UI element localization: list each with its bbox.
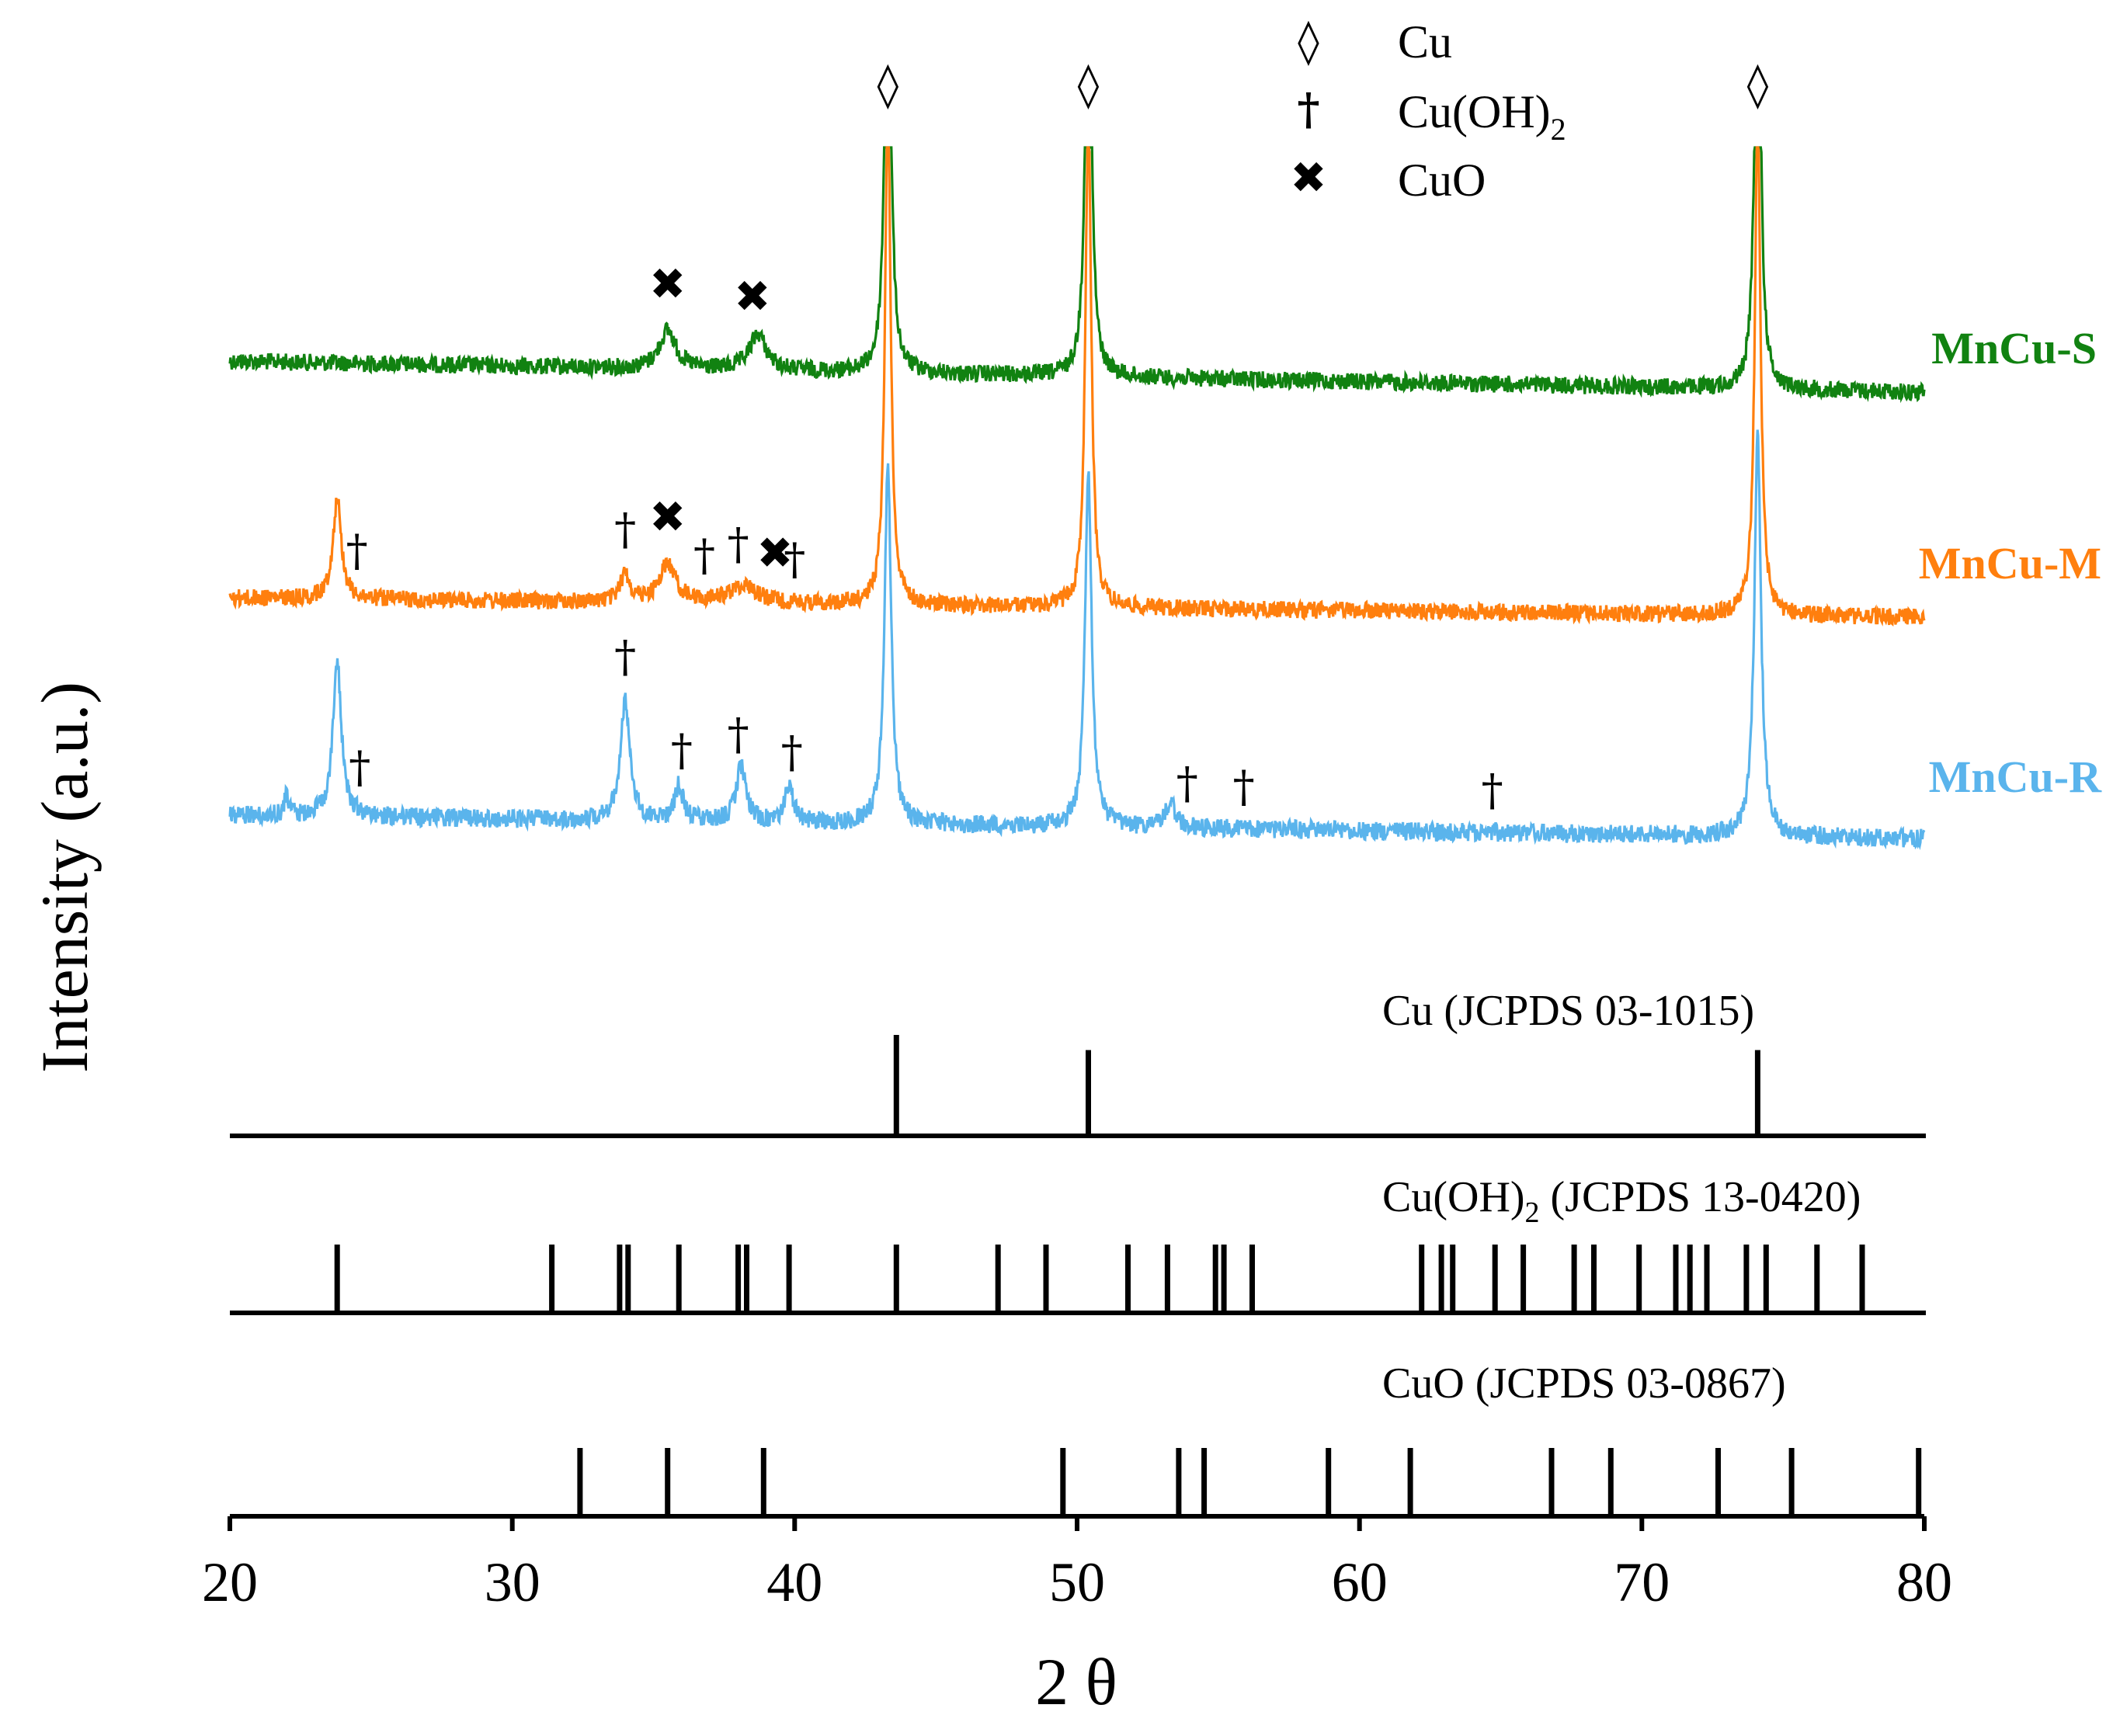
- reference-label-cuoh2-post: (JCPDS 13-0420): [1540, 1173, 1861, 1221]
- x-tick-label-40: 40: [766, 1551, 822, 1613]
- reference-cuoh2: Cu(OH)2 (JCPDS 13-0420): [230, 1173, 1926, 1315]
- label-mncu-m: MnCu-M: [1919, 538, 2101, 589]
- legend-symbol-cu: ◊: [1298, 16, 1319, 67]
- reference-label-cu: Cu (JCPDS 03-1015): [1382, 987, 1754, 1035]
- peak-marker-mncu-r-6: †: [1233, 762, 1255, 812]
- label-mncu-r: MnCu-R: [1929, 752, 2102, 802]
- x-ticks: 20 30 40 50 60 70 80: [202, 1516, 1952, 1613]
- reference-lines-cu: [893, 1035, 1760, 1136]
- legend-label-cu: Cu: [1398, 16, 1452, 68]
- peak-marker-mncu-m-5: ✖: [756, 529, 793, 579]
- peak-marker-mncu-m-4: †: [728, 519, 749, 570]
- peak-marker-mncu-m-3: †: [693, 531, 715, 582]
- reference-lines-cuoh2: [334, 1245, 1865, 1313]
- x-tick-label-50: 50: [1049, 1551, 1105, 1613]
- trace-mncu-r: [228, 429, 1926, 851]
- legend-label-cuoh2-main: Cu(OH): [1398, 86, 1551, 137]
- legend-symbol-cuo: ✖: [1291, 153, 1327, 203]
- peak-marker-mncu-m-6: †: [784, 535, 805, 585]
- peak-marker-mncu-m-1: †: [614, 505, 636, 555]
- legend-symbol-cuoh2: †: [1297, 84, 1319, 135]
- legend-entry-cu: ◊ Cu: [1298, 16, 1452, 68]
- peak-marker-mncu-m-2: ✖: [649, 492, 686, 543]
- reference-label-cuoh2-sub: 2: [1525, 1196, 1540, 1229]
- x-tick-label-70: 70: [1614, 1551, 1670, 1613]
- legend: ◊ Cu † Cu(OH)2 ✖ CuO: [1291, 16, 1566, 206]
- peak-marker-mncu-s-1: ✖: [734, 272, 770, 322]
- legend-entry-cuo: ✖ CuO: [1291, 153, 1486, 206]
- sample-traces: [228, 146, 1926, 851]
- legend-label-cuo: CuO: [1398, 155, 1486, 206]
- peak-marker-mncu-r-7: †: [1482, 766, 1503, 816]
- cu-peak-markers: ◊ ◊ ◊: [877, 60, 1768, 110]
- peak-marker-mncu-r-3: †: [728, 710, 749, 760]
- y-axis-title: Intensity (a.u.): [27, 682, 102, 1073]
- reference-label-cuoh2-pre: Cu(OH): [1382, 1173, 1525, 1221]
- peak-marker-mncu-r-1: †: [614, 632, 636, 682]
- peak-marker-mncu-r-2: †: [671, 726, 693, 776]
- reference-label-cuoh2: Cu(OH)2 (JCPDS 13-0420): [1382, 1173, 1861, 1229]
- peak-marker-mncu-r-5: †: [1176, 759, 1198, 809]
- reference-cuo: CuO (JCPDS 03-0867): [577, 1359, 1922, 1516]
- x-axis-title: 2 θ: [1035, 1644, 1117, 1719]
- reference-cu: Cu (JCPDS 03-1015): [230, 987, 1926, 1138]
- legend-label-cuoh2: Cu(OH)2: [1398, 86, 1566, 147]
- trace-mncu-s: [228, 146, 1926, 404]
- peak-marker-mncu-r-0: †: [349, 742, 370, 793]
- reference-lines-cuo: [577, 1448, 1922, 1516]
- legend-label-cuoh2-sub: 2: [1551, 112, 1566, 147]
- reference-label-cuo: CuO (JCPDS 03-0867): [1382, 1359, 1786, 1408]
- cu-peak-marker-1: ◊: [1078, 60, 1100, 110]
- x-tick-label-20: 20: [202, 1551, 258, 1613]
- cu-peak-marker-2: ◊: [1747, 60, 1769, 110]
- x-axis: 20 30 40 50 60 70 80 2 θ: [202, 1514, 1952, 1719]
- trace-markers: ✖ ✖† † ✖† † ✖†††† † †† † †: [346, 259, 1503, 816]
- trace-mncu-m: [228, 146, 1926, 627]
- peak-marker-mncu-m-0: †: [346, 526, 368, 577]
- cu-peak-marker-0: ◊: [877, 60, 898, 110]
- label-mncu-s: MnCu-S: [1931, 323, 2097, 373]
- x-tick-label-60: 60: [1332, 1551, 1388, 1613]
- legend-entry-cuoh2: † Cu(OH)2: [1297, 84, 1566, 147]
- x-tick-label-80: 80: [1896, 1551, 1952, 1613]
- peak-marker-mncu-s-0: ✖: [649, 259, 686, 310]
- peak-marker-mncu-r-4: †: [781, 727, 803, 778]
- x-tick-label-30: 30: [485, 1551, 540, 1613]
